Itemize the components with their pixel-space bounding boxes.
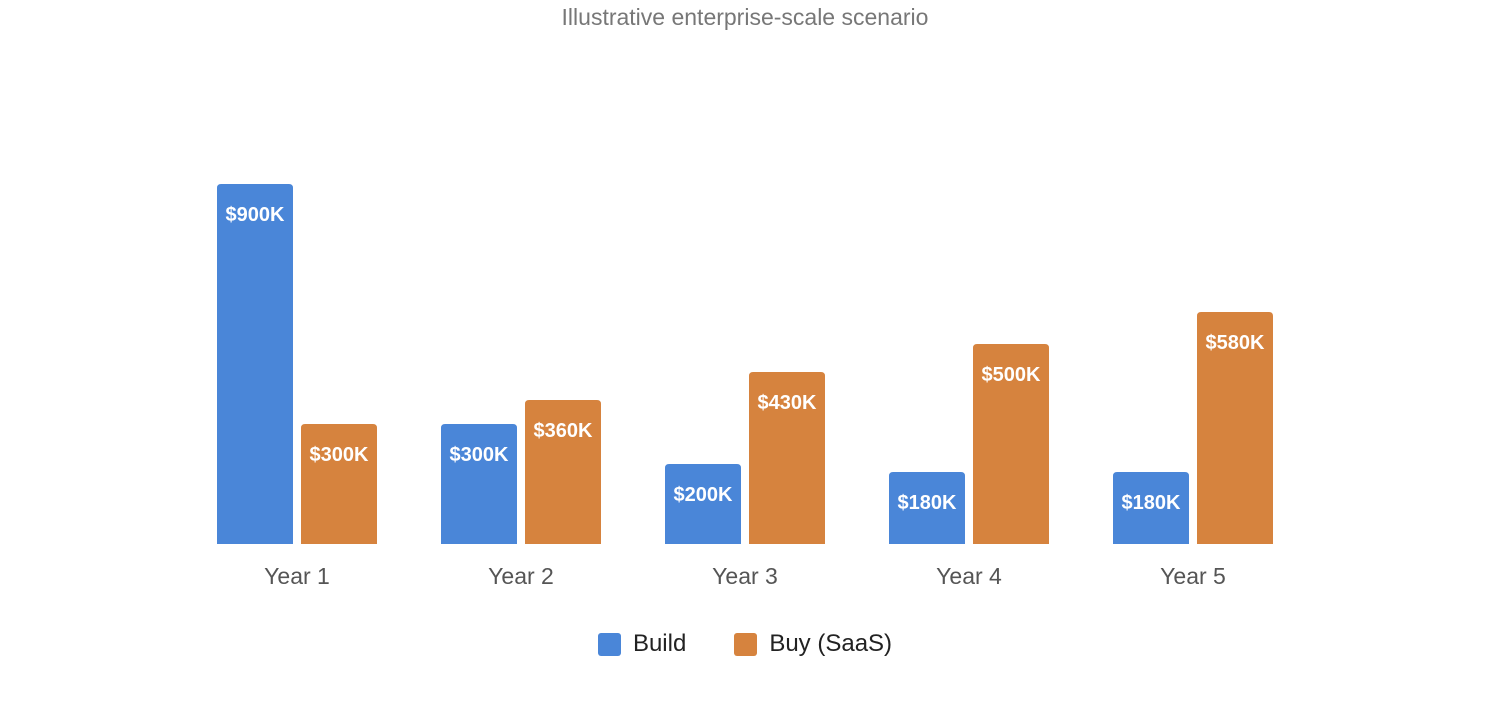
- bar-build-year-2[interactable]: [441, 424, 517, 544]
- x-tick-label-year-2: Year 2: [488, 563, 554, 589]
- legend-item-build[interactable]: Build: [597, 630, 687, 658]
- x-tick-label-year-3: Year 3: [712, 563, 778, 589]
- data-label-build-year-1: $900K: [226, 204, 285, 226]
- legend-swatch-buy: [734, 632, 758, 656]
- x-tick-label-year-1: Year 1: [264, 563, 330, 589]
- bar-buy-saas-year-1[interactable]: [301, 424, 377, 544]
- data-label-build-year-3: $200K: [674, 484, 733, 506]
- data-label-buy-saas-year-1: $300K: [310, 444, 369, 466]
- bar-build-year-3[interactable]: [665, 464, 741, 544]
- legend: Build Buy (SaaS): [0, 630, 1490, 658]
- legend-label-build: Build: [632, 630, 687, 657]
- x-tick-label-year-4: Year 4: [936, 563, 1002, 589]
- chart-title: Illustrative enterprise-scale scenario: [561, 4, 929, 30]
- legend-item-buy[interactable]: Buy (SaaS): [734, 630, 892, 658]
- data-label-buy-saas-year-2: $360K: [534, 420, 593, 442]
- bar-build-year-4[interactable]: [889, 472, 965, 544]
- data-label-buy-saas-year-3: $430K: [758, 392, 817, 414]
- bar-buy-saas-year-3[interactable]: [749, 372, 825, 544]
- data-label-build-year-4: $180K: [898, 492, 957, 514]
- bar-buy-saas-year-2[interactable]: [525, 400, 601, 544]
- legend-label-buy: Buy (SaaS): [769, 630, 893, 657]
- data-label-buy-saas-year-5: $580K: [1206, 332, 1265, 354]
- bar-buy-saas-year-5[interactable]: [1197, 312, 1273, 544]
- data-label-buy-saas-year-4: $500K: [982, 364, 1041, 386]
- bar-build-year-1[interactable]: [217, 184, 293, 544]
- x-tick-label-year-5: Year 5: [1160, 563, 1226, 589]
- bar-buy-saas-year-4[interactable]: [973, 344, 1049, 544]
- legend-swatch-build: [597, 632, 621, 656]
- data-label-build-year-2: $300K: [450, 444, 509, 466]
- data-label-build-year-5: $180K: [1122, 492, 1181, 514]
- bar-build-year-5[interactable]: [1113, 472, 1189, 544]
